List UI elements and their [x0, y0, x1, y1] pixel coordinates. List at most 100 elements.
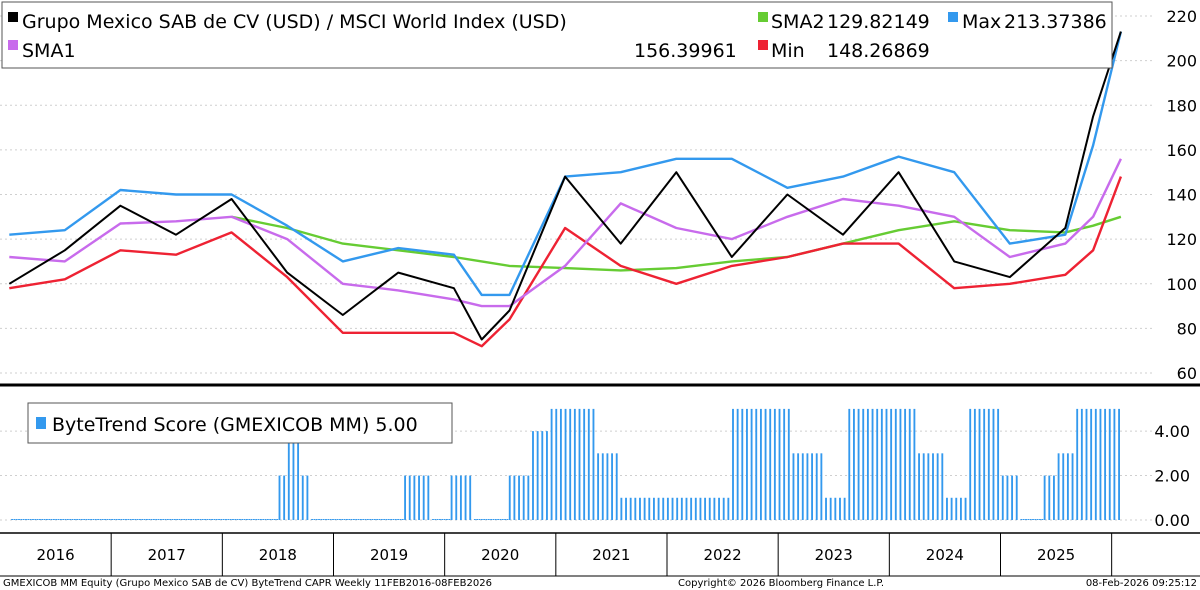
score-bar — [143, 519, 146, 520]
score-bar — [136, 519, 139, 520]
score-bar — [746, 408, 748, 520]
score-bar — [1099, 408, 1102, 520]
score-bar — [104, 519, 106, 520]
score-bar — [820, 453, 823, 520]
score-bar — [592, 408, 595, 520]
series-line-grupo — [8, 31, 1122, 341]
score-bar — [369, 519, 372, 520]
score-bar — [36, 519, 39, 520]
score-bar — [490, 519, 493, 520]
score-bar — [250, 519, 253, 520]
score-bar — [1090, 408, 1093, 520]
score-bar — [483, 519, 486, 520]
score-bar — [555, 408, 558, 520]
score-bar — [1027, 519, 1030, 520]
score-bar — [908, 408, 911, 520]
score-bar — [208, 519, 211, 520]
score-bar — [1032, 519, 1034, 520]
score-bar — [215, 519, 218, 520]
score-bar — [362, 519, 365, 520]
score-bar — [73, 519, 76, 520]
score-bar — [155, 519, 158, 520]
score-bar — [385, 519, 388, 520]
score-bar — [139, 519, 141, 520]
score-bar — [811, 453, 813, 520]
score-bar — [332, 519, 334, 520]
score-bar — [225, 519, 227, 520]
score-bar — [1080, 408, 1083, 520]
score-bar — [778, 408, 781, 520]
score-bar — [853, 408, 855, 520]
price-series — [8, 31, 1123, 348]
score-bar — [448, 519, 451, 520]
score-bar — [950, 497, 953, 520]
score-bar — [378, 519, 381, 520]
score-bar — [634, 497, 637, 520]
legend-box — [1, 1, 1113, 69]
score-bar — [936, 453, 939, 520]
score-bar — [346, 519, 348, 520]
score-bar — [178, 519, 181, 520]
score-bar — [885, 408, 888, 520]
score-bar — [834, 497, 837, 520]
score-bar — [741, 408, 744, 520]
score-y-axis: 0.00 2.00 4.00 — [1154, 422, 1190, 530]
score-bar — [222, 519, 225, 520]
score-bar — [769, 408, 772, 520]
score-bar — [404, 475, 407, 520]
score-bar — [366, 519, 369, 520]
score-bar — [259, 519, 262, 520]
score-y-tick: 0.00 — [1154, 511, 1190, 530]
price-y-tick: 220 — [1166, 7, 1197, 26]
score-bar — [336, 519, 339, 520]
score-bar — [473, 519, 476, 520]
score-bar — [671, 497, 674, 520]
score-bar — [615, 453, 618, 520]
score-bar — [959, 497, 962, 520]
score-bar — [376, 519, 379, 520]
score-bar — [657, 497, 660, 520]
score-bar — [59, 519, 62, 520]
score-bar — [343, 519, 346, 520]
score-bar — [62, 519, 65, 520]
score-bar — [485, 519, 488, 520]
score-bar — [373, 519, 376, 520]
score-bar — [194, 519, 197, 520]
score-bar — [750, 408, 753, 520]
legend-swatch-max — [948, 12, 958, 22]
legend-swatch-sma2 — [758, 12, 768, 22]
score-bar — [246, 519, 248, 520]
score-bar — [843, 497, 846, 520]
score-bar — [459, 475, 462, 520]
score-bar — [469, 475, 472, 520]
score-bar — [164, 519, 167, 520]
score-bar — [587, 408, 590, 520]
score-bar — [1085, 408, 1088, 520]
score-bar — [306, 475, 309, 520]
score-bar — [487, 519, 490, 520]
score-bar — [1022, 519, 1025, 520]
score-bar — [801, 453, 804, 520]
legend-max-value: 213.37386 — [1004, 11, 1107, 33]
score-bar — [727, 497, 730, 520]
score-bar — [152, 519, 155, 520]
score-bar — [387, 519, 390, 520]
score-bar — [176, 519, 179, 520]
score-bar — [315, 519, 318, 520]
score-bar — [329, 519, 332, 520]
score-bar — [441, 519, 444, 520]
legend-swatch-sma1 — [8, 40, 18, 50]
score-bar — [606, 453, 609, 520]
x-tick-label: 2024 — [926, 546, 964, 564]
score-bar — [150, 519, 153, 520]
score-y-tick: 2.00 — [1154, 467, 1190, 486]
score-bar — [57, 519, 60, 520]
score-bar — [718, 497, 720, 520]
score-bar — [918, 453, 920, 520]
score-bar — [662, 497, 665, 520]
score-bar — [252, 519, 255, 520]
score-y-tick: 4.00 — [1154, 422, 1190, 441]
score-bar — [218, 519, 220, 520]
score-bar — [1108, 408, 1111, 520]
